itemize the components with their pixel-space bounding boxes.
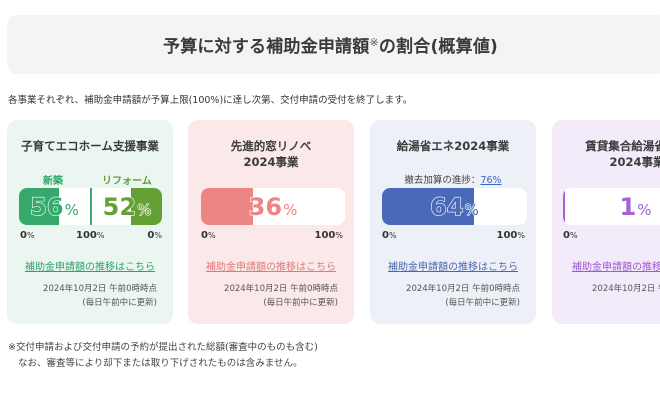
history-link[interactable]: 補助金申請額の推移はこちら [388,262,518,273]
fill-new [19,188,59,225]
scale-value: 0 [201,230,208,241]
stamp-line1: 2024年10月2日 午前0時時点 [43,284,157,294]
pct-sign: % [64,200,79,219]
scale-right: 0% [147,230,162,241]
scale-unit: % [26,231,35,240]
footnote-line2: なお、審査等により却下または取り下げされたものは含みません。 [18,358,303,369]
card-title-line2: 2024事業 [243,155,299,169]
divider [90,188,92,225]
scale-unit: % [335,231,343,240]
stamp-line2: (毎日午前中に更新) [82,298,157,308]
history-link[interactable]: 補助金申請額の推移はこちら [572,262,660,273]
footnote: ※交付申請および交付申請の予約が提出された総額(審査中のものも含む) なお、審査… [8,340,318,372]
lead-text: 各事業それぞれ、補助金申請額が予算上限(100%)に達し次第、交付申請の受付を終… [8,95,413,106]
scale-value: 100 [76,230,97,241]
stamp-line2: (毎日午前中に更新) [445,298,520,308]
progress-fill [382,188,474,225]
progress-bar-dual: 56% 52% [19,188,162,225]
history-link[interactable]: 補助金申請額の推移はこちら [206,262,336,273]
scale-unit: % [517,231,525,240]
stamp-line2: (毎日午前中に更新) [263,298,338,308]
scale-value: 100 [314,230,336,241]
pct-sign: % [136,200,152,219]
progress-fill [563,188,565,225]
scale-unit: % [207,231,216,240]
value-number: 52 [102,192,137,221]
card-title: 子育てエコホーム支援事業 [21,139,159,153]
history-link[interactable]: 補助金申請額の推移はこちら [25,262,155,273]
page-title: 予算に対する補助金申請額※の割合(概算値) [163,32,498,57]
scale-center: 100% [76,230,104,241]
fill-reform [131,188,162,225]
card-rental-water-heater: 賃貸集合給湯省エネ 2024事業 1% 0% 補助金申請額の推移はこちら 2024… [552,120,660,324]
value-number: 56 [30,192,65,221]
stamp-line1: 2024年10月2日 午前0時時点 [224,284,338,294]
sub-label-new: 新築 [43,176,63,187]
pct-sign: % [637,200,652,219]
scale-left: 0% [382,230,397,241]
progress-fill [201,188,253,225]
scale-value: 0 [382,230,389,241]
footnote-line1: ※交付申請および交付申請の予約が提出された総額(審査中のものも含む) [8,342,318,353]
update-timestamp: 2024年10月2日 午前0時時点 (毎日午前中に更新) [406,282,520,310]
card-title-line1: 賃貸集合給湯省エネ [585,139,660,153]
title-footnote-mark: ※ [369,36,379,49]
scale-right: 100% [315,230,343,241]
scale-left: 0% [201,230,216,241]
value-reform: 52% [92,188,162,225]
card-title: 賃貸集合給湯省エネ 2024事業 [552,138,660,170]
progress-value: 64% [382,188,527,225]
scale-value: 0 [20,230,27,241]
card-title-line2: 2024事業 [609,155,660,169]
scale-left: 0% [20,230,35,241]
scale-unit: % [388,231,397,240]
pct-sign: % [282,200,298,219]
progress-bar: 1% [563,188,660,225]
pct-sign: % [464,200,479,219]
card-title: 先進的窓リノベ 2024事業 [188,138,354,170]
card-title: 給湯省エネ2024事業 [396,139,510,153]
value-number: 64 [430,192,465,221]
update-timestamp: 2024年10月2日 午前0時時点 (毎日午前中に更新) [592,282,660,324]
scale-value: 100 [496,230,518,241]
progress-value: 1% [563,188,660,225]
stamp-line2: (毎日午前中に更新) [592,296,660,324]
update-timestamp: 2024年10月2日 午前0時時点 (毎日午前中に更新) [43,282,157,310]
scale-unit: % [96,231,105,240]
card-kosodate-ecohome: 子育てエコホーム支援事業 新築 リフォーム 56% 52% 0% 100% 0%… [7,120,173,324]
title-banner: 予算に対する補助金申請額※の割合(概算値) [7,15,660,74]
scale-left: 0% [563,230,578,241]
card-window-renovation: 先進的窓リノベ 2024事業 36% 0% 100% 補助金申請額の推移はこちら … [188,120,354,324]
value-new: 56% [19,188,90,225]
stamp-line1: 2024年10月2日 午前0時時点 [406,284,520,294]
scale-unit: % [154,231,162,240]
removal-progress-label: 撤去加算の進捗： [404,175,481,186]
stamp-line1: 2024年10月2日 午前0時時点 [592,284,660,294]
card-water-heater: 給湯省エネ2024事業 撤去加算の進捗：76% 64% 0% 100% 補助金申… [370,120,536,324]
title-tail: の割合(概算値) [378,37,498,57]
title-main: 予算に対する補助金申請額 [163,37,370,57]
progress-bar: 64% [382,188,527,225]
scale-right: 100% [497,230,525,241]
removal-progress: 撤去加算の進捗：76% [370,172,536,186]
value-number: 36 [248,192,283,221]
sub-label-reform: リフォーム [102,176,152,187]
card-title-line1: 先進的窓リノベ [230,139,312,153]
removal-progress-link[interactable]: 76% [480,175,502,186]
progress-value: 36% [201,188,345,225]
scale-value: 0 [147,230,155,241]
progress-bar: 36% [201,188,345,225]
value-number: 1 [619,192,637,221]
scale-value: 0 [563,230,570,241]
update-timestamp: 2024年10月2日 午前0時時点 (毎日午前中に更新) [224,282,338,310]
scale-unit: % [569,231,578,240]
